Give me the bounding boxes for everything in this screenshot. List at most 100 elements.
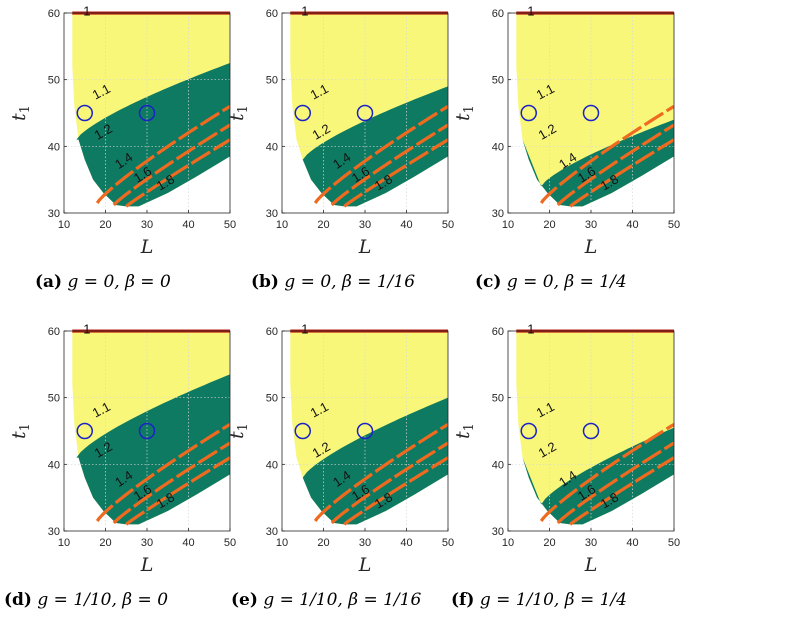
marker-circle [582,422,600,440]
y-tick-label: 50 [492,393,504,405]
x-tick-label: 30 [141,219,153,231]
contour-label: 1 [83,322,90,337]
y-tick-label: 40 [492,141,504,153]
contour-line [125,456,230,526]
contour-line [569,138,674,208]
x-tick-label: 40 [182,219,194,231]
x-tick-label: 50 [224,537,236,549]
y-axis-label: t1 [452,423,477,439]
caption-d-label: (d) [4,590,32,610]
marker-circle [294,422,311,440]
caption-f: (f) g = 1/10, β = 1/4 [451,590,627,610]
caption-d-text: g = 1/10, β = 0 [37,590,169,610]
contour-line [112,123,230,207]
caption-a: (a) g = 0, β = 0 [35,272,171,292]
marker-circle [356,104,374,122]
marker-circle [76,422,93,440]
caption-f-label: (f) [451,590,475,610]
marker-circle [356,422,374,440]
x-tick-label: 50 [668,219,680,231]
y-tick-label: 40 [266,459,278,471]
contour-label: 1.1 [90,81,113,103]
contour-line [343,456,448,526]
y-tick-label: 40 [266,141,278,153]
y-tick-label: 30 [492,526,504,538]
contour-line [95,104,230,204]
caption-b-text: g = 0, β = 1/16 [284,272,416,292]
caption-e-text: g = 1/10, β = 1/16 [263,590,422,610]
y-tick-label: 40 [492,459,504,471]
marker-circle [138,104,156,122]
contour-line [313,422,448,522]
x-tick-label: 10 [58,219,70,231]
x-tick-label: 50 [224,219,236,231]
contour-line [330,441,448,525]
caption-a-text: g = 0, β = 0 [67,272,171,292]
y-tick-label: 50 [492,75,504,87]
contour-line [539,104,674,204]
y-tick-label: 60 [266,8,278,20]
y-axis-label: t1 [8,105,33,121]
y-tick-label: 50 [266,75,278,87]
x-tick-label: 10 [276,537,288,549]
x-tick-label: 50 [668,537,680,549]
x-tick-label: 50 [442,219,454,231]
y-tick-label: 60 [48,8,60,20]
x-tick-label: 30 [359,537,371,549]
x-axis-label: L [358,554,372,576]
y-tick-label: 60 [48,326,60,338]
region-green [76,63,230,207]
y-tick-label: 30 [266,526,278,538]
x-tick-label: 40 [400,219,412,231]
y-tick-label: 60 [492,326,504,338]
x-tick-label: 30 [585,537,597,549]
x-tick-label: 10 [502,537,514,549]
x-tick-label: 20 [99,219,111,231]
x-tick-label: 10 [502,219,514,231]
y-tick-label: 30 [492,208,504,220]
y-tick-label: 60 [266,326,278,338]
caption-c-label: (c) [475,272,502,292]
contour-line [343,138,448,208]
caption-c: (c) g = 0, β = 1/4 [475,272,627,292]
contour-line [569,456,674,526]
caption-c-text: g = 0, β = 1/4 [506,272,627,292]
x-axis-label: L [140,236,154,258]
y-tick-label: 50 [266,393,278,405]
y-tick-label: 50 [48,393,60,405]
y-axis-label: t1 [226,423,251,439]
marker-circle [76,104,93,122]
marker-circle [138,422,156,440]
caption-b-label: (b) [251,272,279,292]
contour-label: 1.1 [90,399,113,421]
caption-a-label: (a) [35,272,63,292]
marker-circle [520,422,537,440]
contour-line [95,422,230,522]
y-tick-label: 30 [48,208,60,220]
caption-e-label: (e) [231,590,258,610]
region-green [296,86,448,207]
y-tick-label: 40 [48,459,60,471]
x-tick-label: 40 [400,537,412,549]
x-tick-label: 40 [626,219,638,231]
caption-e: (e) g = 1/10, β = 1/16 [231,590,421,610]
x-tick-label: 40 [626,537,638,549]
caption-f-text: g = 1/10, β = 1/4 [479,590,627,610]
contour-line [330,123,448,207]
y-tick-label: 40 [48,141,60,153]
contour-label: 1 [301,4,308,19]
contour-label: 1.1 [308,81,331,103]
x-tick-label: 50 [442,537,454,549]
y-tick-label: 60 [492,8,504,20]
caption-b: (b) g = 0, β = 1/16 [251,272,415,292]
